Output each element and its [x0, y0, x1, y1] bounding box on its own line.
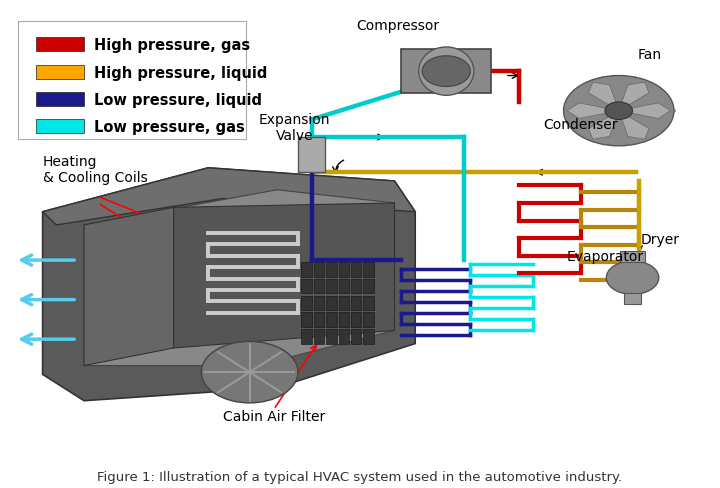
Bar: [302, 263, 312, 277]
Bar: [402, 50, 491, 94]
Polygon shape: [567, 103, 618, 119]
Bar: [364, 280, 374, 294]
Polygon shape: [42, 168, 415, 225]
Bar: [338, 329, 349, 344]
Bar: [314, 296, 324, 310]
Bar: [326, 263, 336, 277]
Polygon shape: [588, 111, 618, 140]
Text: Figure 1: Illustration of a typical HVAC system used in the automotive industry.: Figure 1: Illustration of a typical HVAC…: [97, 470, 623, 483]
Polygon shape: [618, 103, 670, 119]
Text: Fan: Fan: [638, 48, 662, 62]
Circle shape: [605, 102, 633, 120]
Bar: [314, 280, 324, 294]
Bar: [338, 263, 349, 277]
Bar: [326, 296, 336, 310]
Text: Cabin Air Filter: Cabin Air Filter: [222, 409, 325, 424]
Bar: [364, 296, 374, 310]
Bar: [302, 313, 312, 327]
Bar: [351, 296, 361, 310]
FancyBboxPatch shape: [19, 21, 246, 140]
Text: Compressor: Compressor: [356, 20, 439, 33]
Text: Evaporator: Evaporator: [567, 249, 644, 264]
FancyBboxPatch shape: [36, 38, 84, 52]
Bar: [624, 293, 641, 305]
Bar: [351, 263, 361, 277]
FancyBboxPatch shape: [36, 65, 84, 80]
FancyBboxPatch shape: [36, 120, 84, 134]
Bar: [302, 296, 312, 310]
Bar: [338, 296, 349, 310]
Bar: [314, 329, 324, 344]
Bar: [298, 138, 325, 173]
Bar: [338, 313, 349, 327]
Polygon shape: [42, 168, 415, 401]
Bar: [351, 329, 361, 344]
Bar: [351, 313, 361, 327]
Text: Low pressure, gas: Low pressure, gas: [94, 120, 245, 135]
Bar: [338, 280, 349, 294]
Bar: [364, 329, 374, 344]
Text: High pressure, liquid: High pressure, liquid: [94, 65, 268, 81]
Polygon shape: [84, 190, 395, 366]
Polygon shape: [618, 111, 649, 140]
Text: Heating
& Cooling Coils: Heating & Cooling Coils: [42, 155, 148, 184]
Polygon shape: [588, 83, 618, 111]
Ellipse shape: [418, 48, 474, 96]
Bar: [314, 313, 324, 327]
Bar: [351, 280, 361, 294]
Text: Condenser: Condenser: [543, 118, 617, 132]
Circle shape: [606, 262, 659, 295]
Bar: [302, 329, 312, 344]
Bar: [302, 280, 312, 294]
Polygon shape: [84, 208, 174, 366]
Text: High pressure, gas: High pressure, gas: [94, 38, 251, 53]
Bar: [326, 280, 336, 294]
Bar: [314, 263, 324, 277]
FancyBboxPatch shape: [36, 93, 84, 106]
Polygon shape: [618, 83, 649, 111]
Bar: [364, 313, 374, 327]
Bar: [326, 329, 336, 344]
Bar: [620, 252, 645, 263]
Bar: [326, 313, 336, 327]
Circle shape: [564, 76, 674, 146]
Circle shape: [422, 57, 470, 87]
Polygon shape: [174, 203, 395, 348]
Text: Low pressure, liquid: Low pressure, liquid: [94, 93, 262, 107]
Bar: [364, 263, 374, 277]
Text: Dryer: Dryer: [641, 232, 680, 246]
Text: Expansion
Valve: Expansion Valve: [258, 113, 330, 143]
Circle shape: [202, 342, 298, 403]
